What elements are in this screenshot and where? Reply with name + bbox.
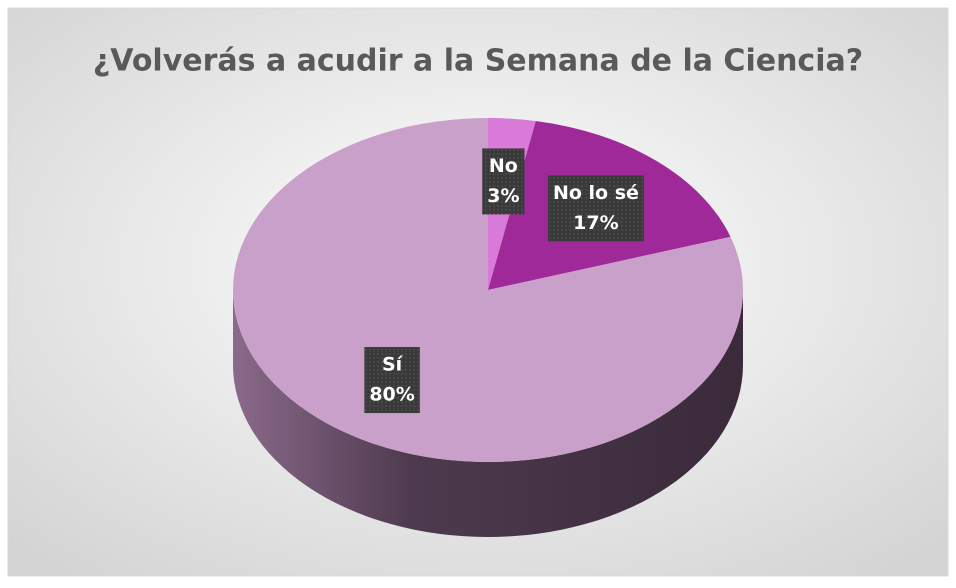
data-label-box (547, 175, 644, 242)
pie-side (233, 290, 743, 537)
chart-title: ¿Volverás a acudir a la Semana de la Cie… (93, 44, 863, 79)
data-label-value: 3% (487, 185, 519, 207)
data-label-category: No lo sé (553, 182, 639, 204)
data-label-box (482, 148, 525, 215)
data-label-value: 80% (369, 384, 414, 406)
data-label-category: Sí (382, 354, 404, 376)
pie-slice (233, 118, 743, 462)
data-label-category: No (489, 155, 518, 177)
data-label-value: 17% (573, 212, 618, 234)
data-label-box (364, 347, 420, 414)
